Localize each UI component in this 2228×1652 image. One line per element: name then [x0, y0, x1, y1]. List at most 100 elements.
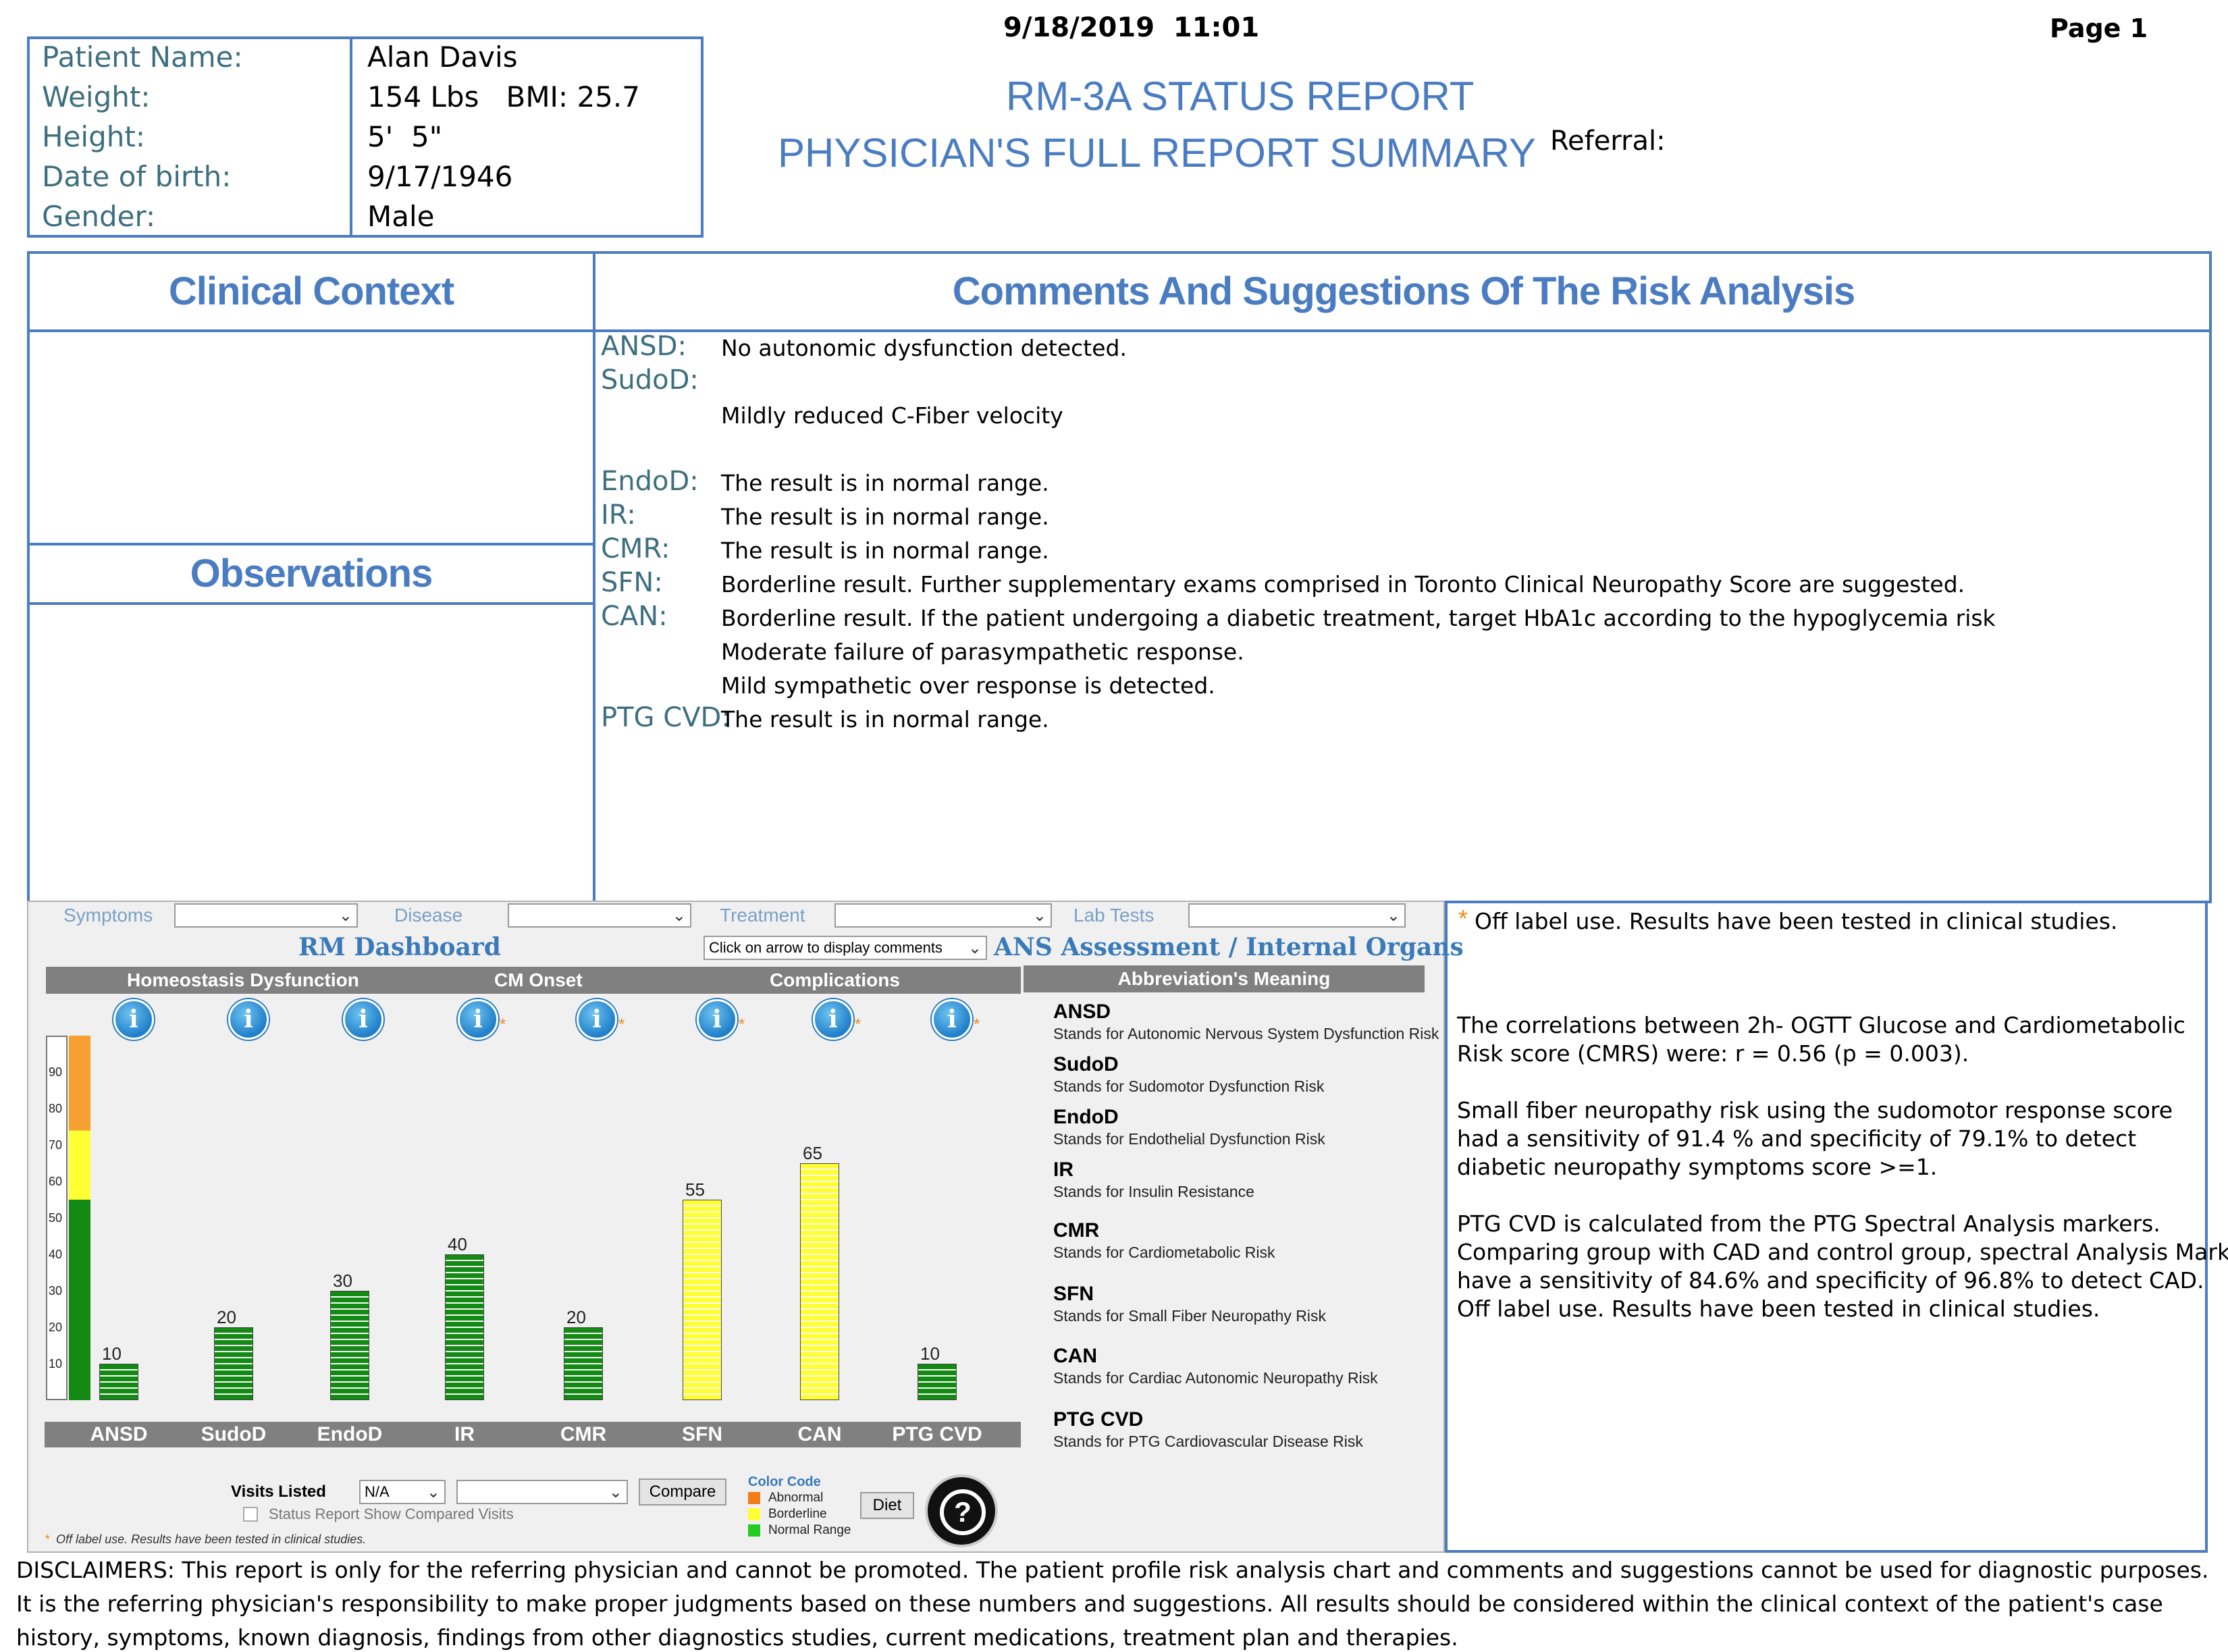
ptg-stat-line-1: PTG CVD is calculated from the PTG Spect… — [1457, 1210, 2160, 1237]
compare-button[interactable]: Compare — [639, 1478, 726, 1506]
cmr-comment: The result is in normal range. — [721, 537, 1049, 564]
chevron-down-icon: ⌄ — [967, 939, 982, 957]
help-icon[interactable]: ? — [928, 1477, 995, 1545]
disclaimer-line-3: history, symptoms, known diagnosis, find… — [16, 1624, 1458, 1651]
chevron-down-icon: ⌄ — [1032, 907, 1046, 925]
ansd-label: ANSD: — [601, 331, 687, 362]
clinical-context-title: Clinical Context — [168, 269, 454, 313]
y-tick-label: 50 — [49, 1211, 63, 1225]
legend-swatch — [748, 1492, 760, 1504]
lab-tests-label: Lab Tests — [1073, 905, 1155, 926]
ir-info-icon[interactable]: i — [458, 999, 498, 1040]
scale-axis — [46, 1036, 68, 1400]
status-report-checkbox[interactable] — [243, 1507, 258, 1522]
scale-gradient — [69, 1036, 90, 1400]
abbr-description: Stands for Cardiac Autonomic Neuropathy … — [1053, 1369, 1378, 1387]
category-label-bar — [45, 1422, 1021, 1447]
complications-header: Complications — [770, 969, 900, 990]
category-label: SFN — [682, 1423, 722, 1445]
dashboard-off-label-note: * Off label use. Results have been teste… — [45, 1533, 367, 1546]
abbr-description: Stands for Endothelial Dysfunction Risk — [1053, 1130, 1325, 1148]
bar-value-label: 20 — [566, 1307, 586, 1327]
ir-label: IR: — [601, 500, 636, 531]
bar-plot-area: 10 20 30 40 20 55 65 10 — [28, 1036, 1021, 1400]
homeostasis-header: Homeostasis Dysfunction — [127, 969, 359, 990]
can-info-icon[interactable]: i — [813, 999, 853, 1040]
abbr-term: EndoD — [1053, 1106, 1119, 1128]
abbr-term: SFN — [1053, 1283, 1094, 1305]
sfn-stat-line-1: Small fiber neuropathy risk using the su… — [1457, 1097, 2173, 1123]
gender-value: Male — [367, 200, 435, 233]
comment-select[interactable]: Click on arrow to display comments ⌄ — [704, 936, 987, 960]
can-comment-3: Mild sympathetic over response is detect… — [721, 672, 1215, 699]
page-number: Page 1 — [2050, 14, 2148, 43]
treatment-dropdown[interactable]: ⌄ — [834, 903, 1052, 928]
endod-label: EndoD: — [601, 466, 699, 497]
bar-sfn — [683, 1200, 722, 1400]
patient-name: Alan Davis — [367, 41, 518, 74]
diet-button[interactable]: Diet — [860, 1492, 914, 1519]
ogtt-line-2: Risk score (CMRS) were: r = 0.56 (p = 0.… — [1457, 1040, 1969, 1067]
bar-ir — [445, 1254, 484, 1400]
legend-label: Normal Range — [768, 1523, 851, 1537]
y-tick-label: 90 — [49, 1065, 63, 1079]
legend-swatch — [748, 1508, 760, 1520]
status-report-label: Status Report Show Compared Visits — [269, 1506, 514, 1522]
sfn-comment: Borderline result. Further supplementary… — [721, 571, 1965, 597]
abbr-description: Stands for Small Fiber Neuropathy Risk — [1053, 1307, 1326, 1325]
symptoms-dropdown[interactable]: ⌄ — [174, 903, 358, 928]
ogtt-line-1: The correlations between 2h- OGTT Glucos… — [1457, 1012, 2186, 1038]
bar-value-label: 30 — [333, 1271, 352, 1291]
right-info-panel — [1445, 901, 2208, 1553]
report-title: RM-3A STATUS REPORT — [1006, 74, 1475, 119]
cm-onset-header: CM Onset — [494, 969, 583, 990]
endod-info-icon[interactable]: i — [343, 999, 383, 1040]
ptg-cvd-info-icon[interactable]: i — [932, 999, 972, 1040]
ansd-comment: No autonomic dysfunction detected. — [721, 335, 1127, 361]
y-tick-label: 60 — [49, 1175, 63, 1188]
legend-swatch — [748, 1524, 760, 1537]
abbr-description: Stands for PTG Cardiovascular Disease Ri… — [1053, 1433, 1363, 1450]
sfn-info-icon[interactable]: i — [697, 999, 737, 1040]
can-label: CAN: — [601, 601, 668, 632]
observations-title: Observations — [190, 552, 433, 595]
bar-ptg-cvd — [918, 1364, 957, 1400]
treatment-label: Treatment — [720, 905, 805, 926]
category-label: EndoD — [317, 1423, 383, 1445]
disease-dropdown[interactable]: ⌄ — [508, 903, 691, 928]
disclaimer-line-2: It is the referring physician's responsi… — [16, 1591, 2163, 1617]
group-header-bar — [46, 967, 1021, 994]
patient-name-label: Patient Name: — [42, 41, 243, 74]
lab-tests-dropdown[interactable]: ⌄ — [1188, 903, 1406, 928]
sfn-stat-line-2: had a sensitivity of 91.4 % and specific… — [1457, 1125, 2137, 1152]
color-code-title: Color Code — [748, 1474, 821, 1489]
report-subtitle: PHYSICIAN'S FULL REPORT SUMMARY — [778, 130, 1536, 176]
can-comment-1: Borderline result. If the patient underg… — [721, 605, 1996, 631]
ptg-cvd-comment: The result is in normal range. — [721, 706, 1049, 732]
referral-label: Referral: — [1550, 126, 1666, 157]
ptg-stat-line-4: Off label use. Results have been tested … — [1457, 1296, 2100, 1322]
visits-listed-dropdown[interactable]: N/A ⌄ — [359, 1480, 446, 1504]
ir-comment: The result is in normal range. — [721, 504, 1049, 530]
endod-comment: The result is in normal range. — [721, 470, 1049, 496]
comments-title: Comments And Suggestions Of The Risk Ana… — [952, 269, 1856, 313]
weight-value: 154 Lbs BMI: 25.7 — [367, 80, 640, 113]
ans-assessment-title: ANS Assessment / Internal Organs — [994, 933, 1464, 961]
sudod-info-icon[interactable]: i — [228, 999, 269, 1040]
sfn-label: SFN: — [601, 567, 663, 598]
category-label: CMR — [560, 1423, 607, 1445]
cmr-label: CMR: — [601, 533, 670, 564]
category-label: PTG CVD — [892, 1423, 982, 1445]
ansd-info-icon[interactable]: i — [113, 999, 154, 1040]
height-label: Height: — [42, 120, 145, 153]
cmr-info-icon[interactable]: i — [577, 999, 617, 1040]
bar-value-label: 20 — [217, 1307, 236, 1327]
ptg-cvd-star-icon: * — [974, 1015, 980, 1034]
can-star-icon: * — [855, 1015, 861, 1034]
abbr-term: SudoD — [1053, 1053, 1119, 1075]
y-tick-label: 10 — [49, 1357, 63, 1370]
report-datetime: 9/18/2019 11:01 — [1003, 12, 1260, 43]
weight-label: Weight: — [42, 80, 151, 113]
visit-compare-dropdown[interactable]: ⌄ — [456, 1480, 628, 1504]
bar-sudod — [214, 1327, 253, 1400]
